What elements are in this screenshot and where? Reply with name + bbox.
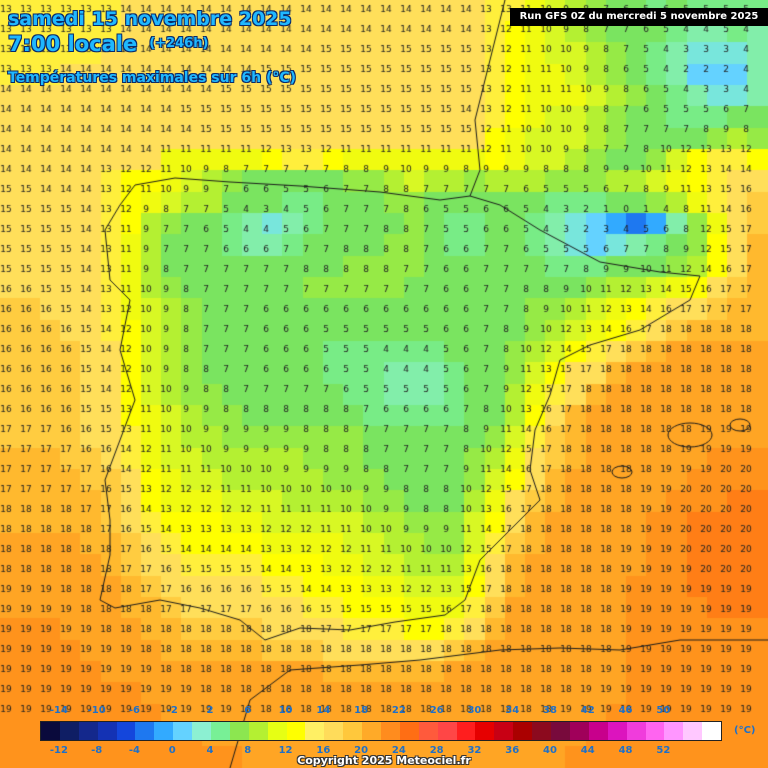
legend-tick-label: 8 (244, 745, 252, 756)
legend-tick-label: 12 (278, 745, 293, 756)
legend-swatch (78, 722, 98, 740)
forecast-date: samedi 15 novembre 2025 (8, 8, 292, 30)
legend-tick-label: 16 (316, 745, 331, 756)
legend-swatch (343, 722, 363, 740)
legend-tick-label: -12 (49, 745, 68, 756)
legend-swatch (456, 722, 476, 740)
legend-tick-label: 48 (618, 745, 633, 756)
color-scale-legend (40, 721, 722, 741)
legend-swatch (645, 722, 665, 740)
legend-swatch (135, 722, 155, 740)
legend-swatch (154, 722, 174, 740)
legend-tick-label: -8 (91, 745, 103, 756)
legend-tick-label: -14 (49, 705, 68, 716)
legend-tick-label: 44 (580, 745, 595, 756)
copyright-notice: Copyright 2025 Meteociel.fr (297, 754, 471, 767)
legend-tick-label: 18 (354, 705, 369, 716)
legend-tick-label: -2 (166, 705, 178, 716)
legend-tick-label: 34 (505, 705, 520, 716)
legend-tick-label: 14 (316, 705, 331, 716)
legend-swatch (286, 722, 306, 740)
legend-swatch (324, 722, 344, 740)
legend-tick-label: 40 (543, 745, 557, 756)
legend-swatch (607, 722, 627, 740)
legend-swatch (475, 722, 495, 740)
legend-swatch (192, 722, 212, 740)
legend-swatch (97, 722, 117, 740)
legend-tick-label: -4 (128, 745, 140, 756)
legend-swatch (664, 722, 684, 740)
legend-tick-label: 20 (354, 745, 369, 756)
legend-swatch (532, 722, 552, 740)
legend-tick-label: 6 (244, 705, 252, 716)
legend-tick-label: 24 (391, 745, 406, 756)
legend-swatch (513, 722, 533, 740)
legend-swatch (116, 722, 136, 740)
legend-swatch (59, 722, 79, 740)
legend-tick-label: 36 (505, 745, 520, 756)
legend-tick-label: 10 (278, 705, 293, 716)
legend-tick-label: 32 (467, 745, 482, 756)
legend-swatch (437, 722, 457, 740)
legend-swatch (494, 722, 514, 740)
legend-tick-label: 22 (391, 705, 406, 716)
legend-swatch (229, 722, 249, 740)
legend-tick-label: 42 (580, 705, 595, 716)
legend-swatch (702, 722, 722, 740)
legend-swatch (399, 722, 419, 740)
legend-tick-label: 46 (618, 705, 633, 716)
legend-swatch (248, 722, 268, 740)
legend-swatch (551, 722, 570, 740)
legend-tick-label: 0 (168, 745, 176, 756)
legend-unit: (°C) (734, 725, 756, 736)
legend-swatch (569, 722, 589, 740)
legend-swatch (305, 722, 325, 740)
forecast-time: 7:00 locale (+246h) (8, 32, 208, 56)
legend-swatch (173, 722, 193, 740)
legend-swatch (381, 722, 400, 740)
legend-tick-label: 52 (656, 745, 671, 756)
legend-tick-label: 50 (656, 705, 671, 716)
legend-tick-label: 28 (429, 745, 444, 756)
legend-tick-label: 26 (429, 705, 444, 716)
legend-tick-label: 4 (206, 745, 214, 756)
legend-swatch (41, 722, 60, 740)
map-variable-title: Températures maximales sur 6h (°C) (8, 70, 297, 86)
legend-tick-label: -10 (87, 705, 106, 716)
legend-swatch (683, 722, 703, 740)
legend-tick-label: -6 (128, 705, 140, 716)
legend-tick-label: 38 (543, 705, 557, 716)
forecast-local-time: 7:00 locale (8, 32, 138, 56)
model-run-banner: Run GFS 0Z du mercredi 5 novembre 2025 (510, 8, 768, 26)
legend-swatch (267, 722, 287, 740)
legend-swatch (362, 722, 382, 740)
legend-swatch (211, 722, 230, 740)
legend-swatch (418, 722, 438, 740)
legend-swatch (626, 722, 646, 740)
legend-tick-label: 30 (467, 705, 482, 716)
legend-swatch (588, 722, 608, 740)
forecast-offset: (+246h) (149, 36, 209, 51)
legend-tick-label: 2 (206, 705, 214, 716)
